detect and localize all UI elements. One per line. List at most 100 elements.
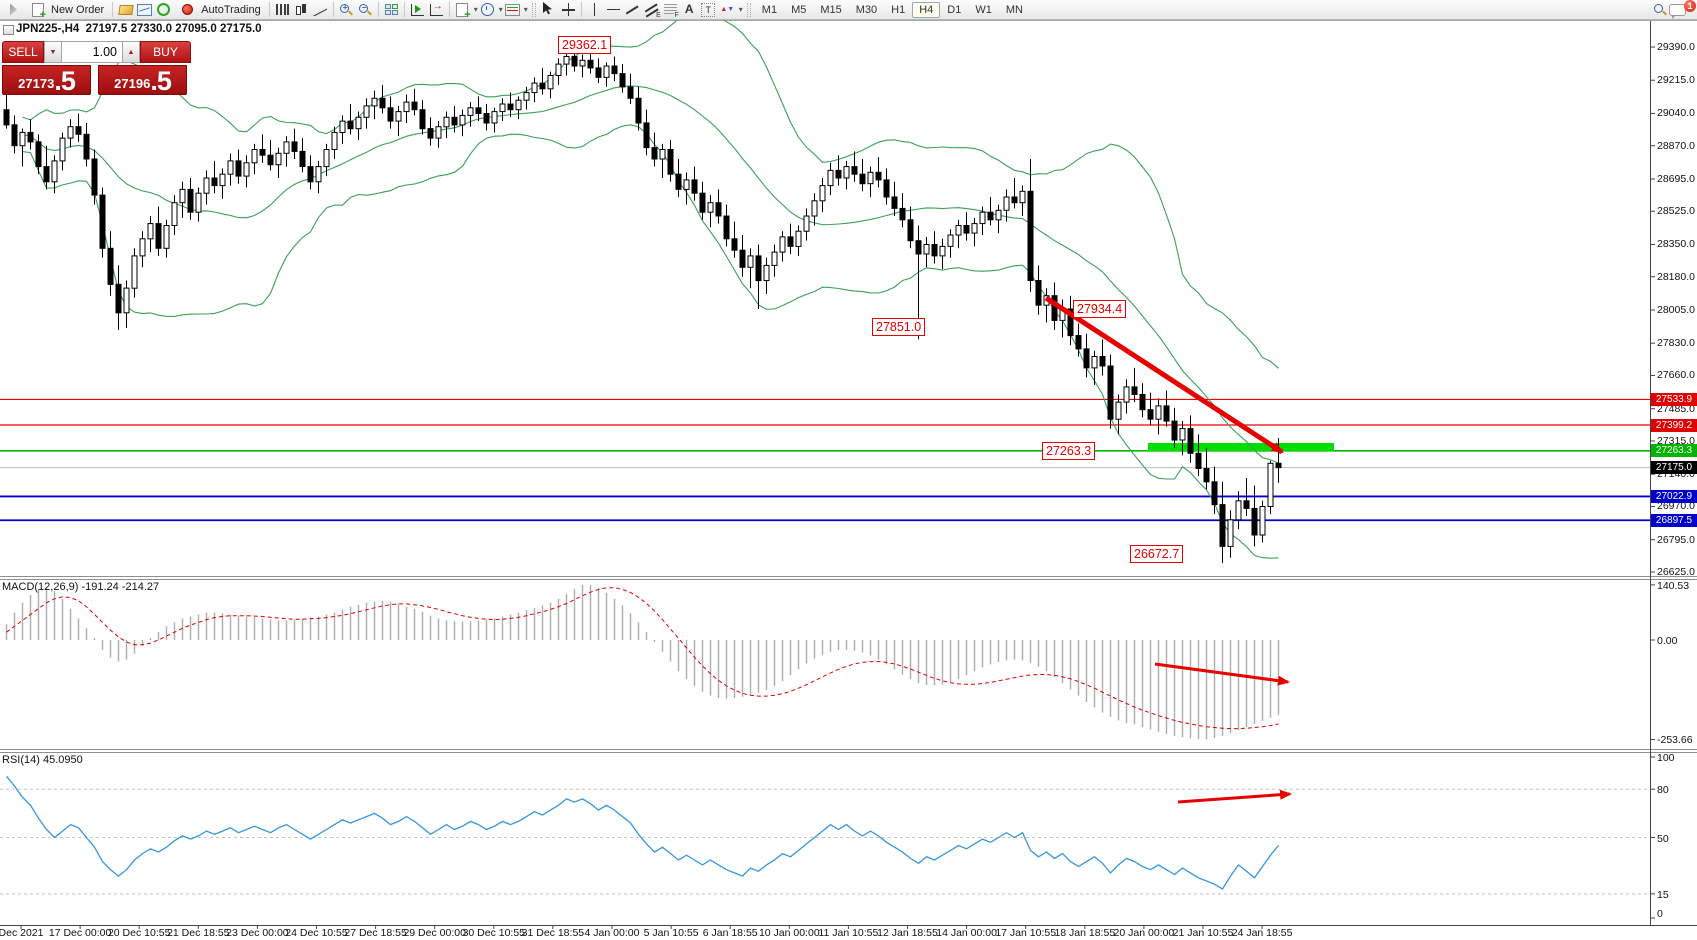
price-axis-label: 29390.0: [1657, 41, 1695, 53]
price-annotation[interactable]: 27934.4: [1073, 300, 1127, 318]
price-axis-label: 28525.0: [1657, 205, 1695, 218]
sell-price-button[interactable]: 27173.5: [2, 65, 91, 95]
channel-button[interactable]: E: [642, 1, 661, 19]
sell-price-main: 27173: [18, 76, 55, 91]
cursor-button[interactable]: [540, 1, 559, 18]
timeframe-button-m5[interactable]: M5: [791, 3, 807, 16]
periods-button[interactable]: [478, 1, 497, 18]
fibonacci-button[interactable]: F: [661, 1, 680, 19]
pane-frames: [0, 20, 1697, 926]
toolbar-grip[interactable]: [531, 2, 536, 17]
templates-button[interactable]: [503, 1, 522, 18]
timeframe-button-h1[interactable]: H1: [891, 3, 906, 16]
timeframe-button-m1[interactable]: M1: [761, 3, 778, 16]
price-annotation[interactable]: 26672.7: [1130, 545, 1184, 563]
sell-button[interactable]: SELL: [2, 41, 44, 63]
indicators-button[interactable]: +: [453, 1, 472, 21]
rsi-axis-label: 15: [1657, 888, 1669, 901]
periods-caret-icon[interactable]: ▾: [498, 5, 503, 14]
crosshair-button[interactable]: [559, 1, 578, 18]
timeframe-button-h4[interactable]: H4: [912, 1, 941, 18]
timeframe-button-w1[interactable]: W1: [975, 3, 992, 16]
time-axis-label: 20 Dec 10:55: [107, 927, 171, 939]
volume-increase-button[interactable]: ▲: [122, 41, 140, 63]
time-axis-label: 10 Jan 00:00: [758, 927, 820, 939]
tile-windows-button[interactable]: [382, 1, 401, 18]
deal-box-icon[interactable]: [116, 1, 135, 18]
price-axis-label: 27830.0: [1657, 337, 1695, 350]
autotrading-stop-icon: [178, 1, 197, 18]
price-tag: 27022.9: [1651, 489, 1697, 503]
time-axis-label: 4 Jan 00:00: [584, 927, 640, 939]
price-tag: 27399.2: [1651, 418, 1697, 432]
trend-arrows[interactable]: [1044, 295, 1292, 804]
chart-shift-button[interactable]: [427, 1, 446, 18]
search-icon[interactable]: [1650, 1, 1669, 18]
time-axis-label: 12 Jan 18:55: [877, 927, 938, 939]
rsi-line: [5, 775, 1280, 890]
bar-chart-type-button[interactable]: [273, 1, 292, 18]
price-axis-label: 26970.0: [1657, 500, 1695, 513]
toolbar: + New Order AutoTrading + − +▾ ▾ ▾: [0, 0, 1697, 21]
buy-price-button[interactable]: 27196.5: [98, 65, 187, 95]
price-annotation[interactable]: 27851.0: [872, 318, 926, 336]
macd-axis-label: 0.00: [1657, 635, 1678, 647]
time-axis-label: 18 Jan 18:55: [1054, 927, 1116, 939]
timeframe-button-mn[interactable]: MN: [1005, 3, 1023, 16]
auto-scroll-button[interactable]: [408, 1, 427, 18]
macd-axis-label: 140.53: [1657, 579, 1690, 592]
new-order-label: New Order: [51, 3, 105, 16]
macd-axis-label: -253.66: [1657, 734, 1693, 747]
line-chart-type-button[interactable]: [311, 1, 330, 18]
time-axis-label: 21 Jan 10:55: [1172, 927, 1234, 939]
new-order-icon: +: [28, 1, 47, 21]
horizontal-line-button[interactable]: [604, 1, 623, 18]
templates-caret-icon[interactable]: ▾: [523, 5, 528, 14]
timeframe-button-m15[interactable]: M15: [820, 3, 842, 16]
separator: [112, 2, 114, 17]
volume-decrease-button[interactable]: ▼: [44, 41, 62, 63]
autotrading-button[interactable]: AutoTrading: [173, 0, 266, 19]
time-axis-label: 24 Jan 18:55: [1231, 927, 1293, 939]
rsi-pane: [0, 775, 1650, 895]
trendline-button[interactable]: [623, 1, 642, 18]
price-axis-label: 29040.0: [1657, 107, 1695, 120]
separator: [332, 2, 334, 17]
price-annotation[interactable]: 29362.1: [558, 36, 612, 54]
price-axis-label: 28180.0: [1657, 270, 1695, 283]
timeframe-button-d1[interactable]: D1: [947, 3, 962, 16]
chart-window-icon[interactable]: [135, 1, 154, 18]
price-axis-label: 28005.0: [1657, 303, 1695, 316]
buy-button[interactable]: BUY: [140, 41, 191, 63]
zoom-out-button[interactable]: −: [356, 1, 375, 18]
candlestick-type-button[interactable]: [292, 1, 311, 18]
indicators-caret-icon[interactable]: ▾: [473, 5, 478, 14]
time-axis-label: 23 Dec 00:00: [226, 927, 289, 939]
volume-input[interactable]: [62, 41, 122, 63]
macd-signal-line: [6, 587, 1279, 730]
price-tag: 27263.3: [1651, 444, 1697, 458]
zoom-in-button[interactable]: +: [337, 1, 356, 18]
toolbar-edge-icon: [4, 1, 23, 18]
time-axis-label: 6 Jan 18:55: [702, 927, 758, 939]
toolbar-grip[interactable]: [746, 2, 751, 17]
signals-icon[interactable]: [154, 1, 173, 18]
arrows-button[interactable]: ▲ ▼: [720, 5, 735, 13]
price-annotation[interactable]: 27263.3: [1042, 442, 1096, 460]
text-button[interactable]: A: [684, 2, 694, 16]
arrows-caret-icon[interactable]: ▾: [738, 5, 743, 14]
timeframe-button-m30[interactable]: M30: [855, 3, 878, 16]
text-label-button[interactable]: T: [699, 1, 718, 18]
support-zone-rectangle[interactable]: [1148, 443, 1334, 451]
price-tag: 26897.5: [1651, 513, 1697, 527]
notifications-button[interactable]: 1: [1669, 0, 1696, 19]
horizontal-level-lines[interactable]: [0, 398, 1650, 522]
price-axis-label: 26795.0: [1657, 533, 1695, 546]
vertical-line-button[interactable]: [585, 1, 604, 18]
buy-price-pips: .5: [150, 66, 172, 96]
new-order-button[interactable]: + New Order: [23, 0, 109, 21]
time-axis-label: 17 Dec 00:00: [48, 927, 112, 939]
